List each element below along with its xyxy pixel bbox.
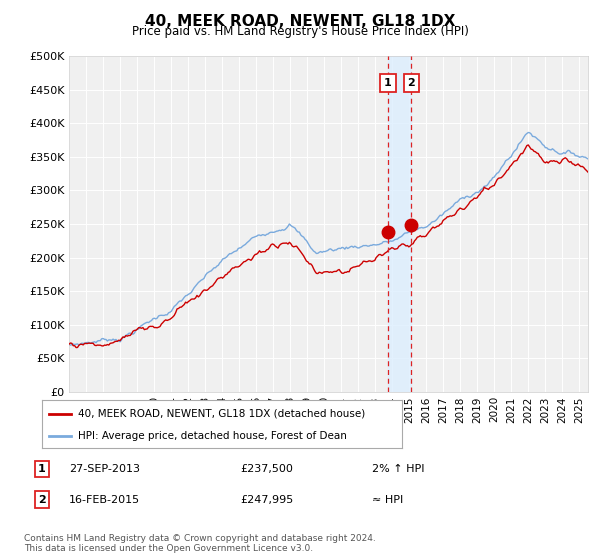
Text: £237,500: £237,500	[240, 464, 293, 474]
Text: Contains HM Land Registry data © Crown copyright and database right 2024.
This d: Contains HM Land Registry data © Crown c…	[24, 534, 376, 553]
Text: 2: 2	[38, 495, 46, 505]
Bar	[388, 56, 412, 392]
Text: 2% ↑ HPI: 2% ↑ HPI	[372, 464, 425, 474]
Text: ≈ HPI: ≈ HPI	[372, 495, 403, 505]
Text: 40, MEEK ROAD, NEWENT, GL18 1DX (detached house): 40, MEEK ROAD, NEWENT, GL18 1DX (detache…	[78, 409, 365, 419]
Text: 40, MEEK ROAD, NEWENT, GL18 1DX: 40, MEEK ROAD, NEWENT, GL18 1DX	[145, 14, 455, 29]
Text: 2: 2	[407, 78, 415, 88]
Text: HPI: Average price, detached house, Forest of Dean: HPI: Average price, detached house, Fore…	[78, 431, 347, 441]
Text: 16-FEB-2015: 16-FEB-2015	[69, 495, 140, 505]
Text: Price paid vs. HM Land Registry's House Price Index (HPI): Price paid vs. HM Land Registry's House …	[131, 25, 469, 38]
Text: £247,995: £247,995	[240, 495, 293, 505]
Text: 1: 1	[384, 78, 392, 88]
Text: 27-SEP-2013: 27-SEP-2013	[69, 464, 140, 474]
Text: 1: 1	[38, 464, 46, 474]
